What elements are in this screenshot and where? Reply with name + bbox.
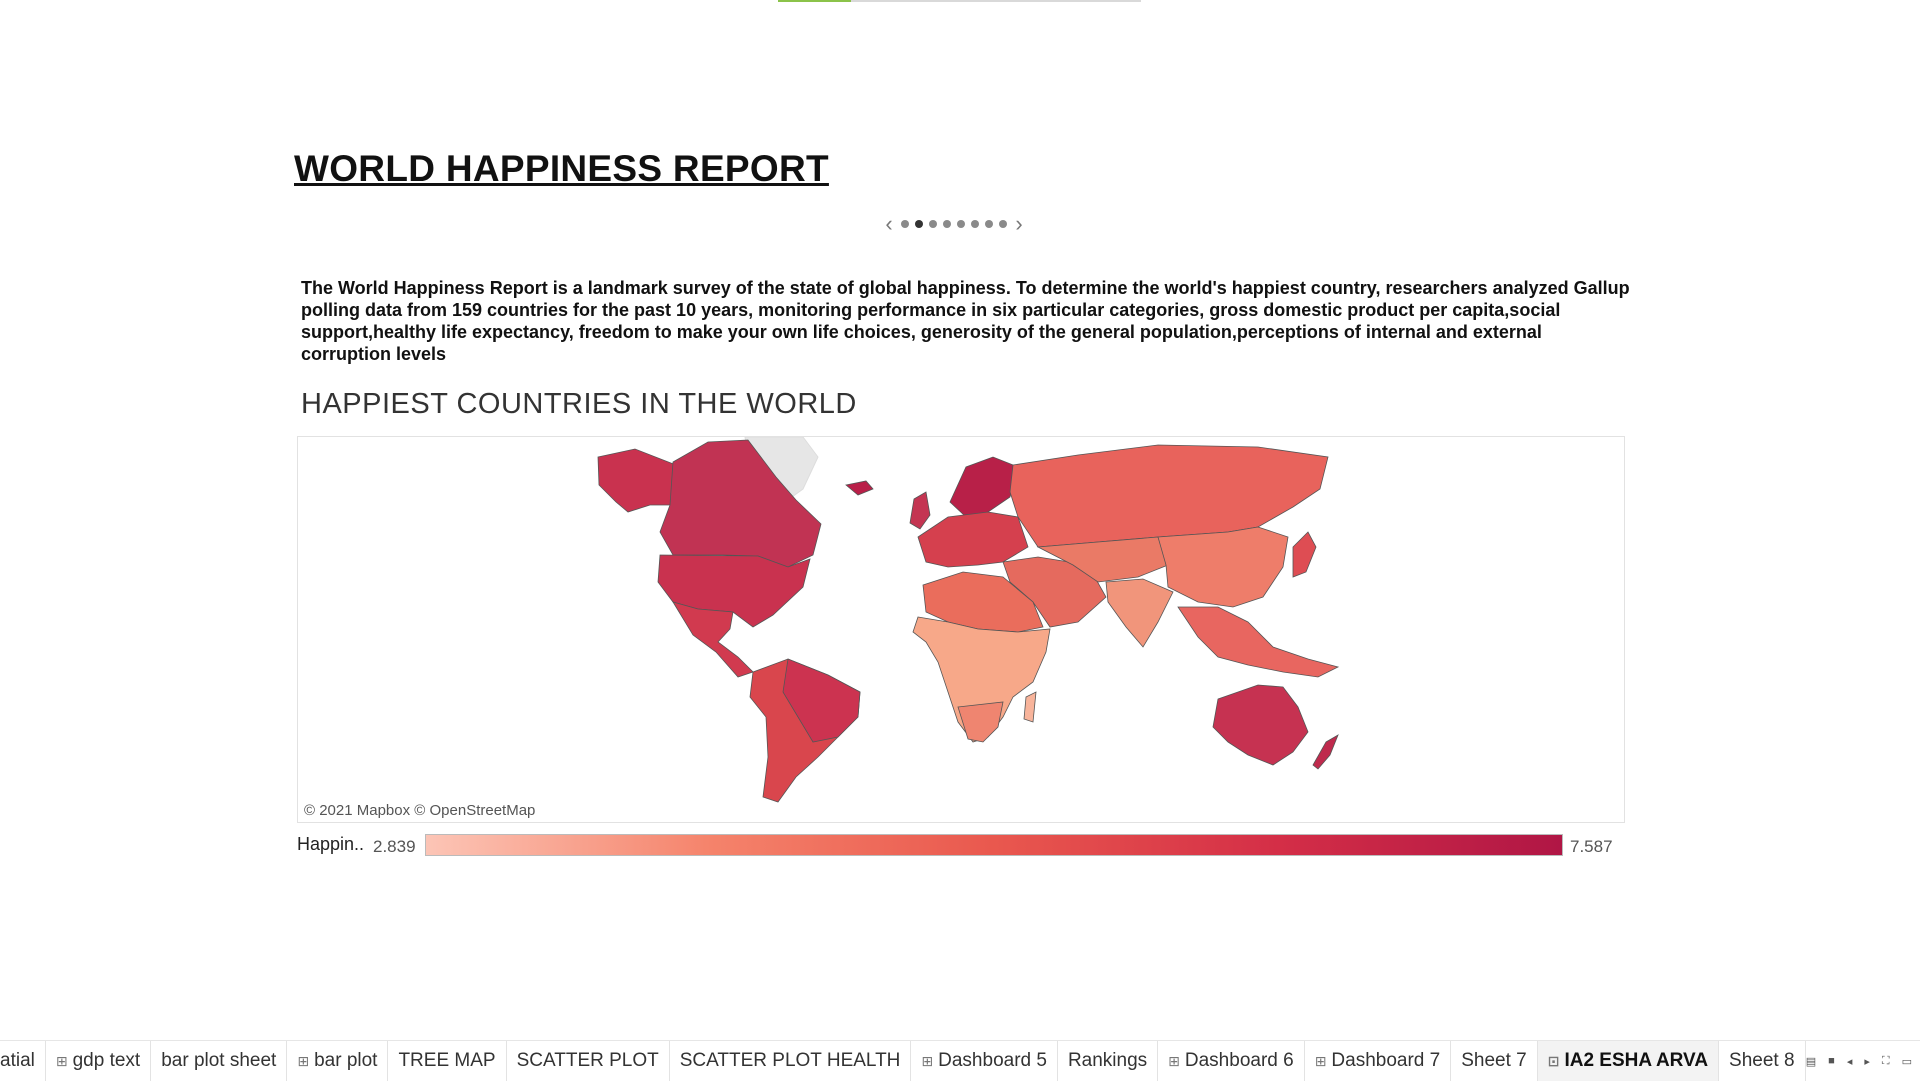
- region-southern-africa[interactable]: [957, 701, 1004, 743]
- color-legend: Happin.. 2.839 7.587: [297, 832, 1627, 858]
- story-point-dot-7[interactable]: [985, 220, 993, 228]
- tab-controls: ▤ ■ ◂ ▸ ⛶ ▭: [1806, 1041, 1920, 1081]
- story-point-dot-8[interactable]: [999, 220, 1007, 228]
- region-europe[interactable]: [917, 511, 1029, 568]
- tab-label: Rankings: [1067, 1050, 1148, 1071]
- tab-label: IA2 ESHA ARVA: [1564, 1050, 1709, 1071]
- tab-label: Dashboard 7: [1331, 1050, 1441, 1071]
- region-russia[interactable]: [1009, 444, 1329, 548]
- region-india[interactable]: [1105, 578, 1174, 648]
- tab-scatter-plot-health[interactable]: SCATTER PLOT HEALTH: [670, 1041, 912, 1081]
- story-point-dots: [901, 220, 1007, 228]
- story-point-dot-5[interactable]: [957, 220, 965, 228]
- tab-label: Sheet 7: [1461, 1050, 1527, 1071]
- tab-bar-plot[interactable]: ⊞ bar plot: [287, 1041, 389, 1081]
- legend-max: 7.587: [1570, 837, 1613, 856]
- region-brazil[interactable]: [782, 658, 861, 743]
- region-mexico[interactable]: [672, 601, 754, 678]
- story-navigator: ‹ ›: [882, 211, 1026, 236]
- region-madagascar[interactable]: [1023, 691, 1037, 723]
- region-iceland[interactable]: [845, 480, 874, 496]
- chevron-left-icon[interactable]: ‹: [885, 211, 893, 236]
- fullscreen-icon[interactable]: ⛶: [1881, 1054, 1890, 1067]
- region-canada[interactable]: [659, 439, 822, 568]
- tab-label: SCATTER PLOT: [516, 1050, 659, 1071]
- present-icon[interactable]: ▭: [1901, 1055, 1912, 1068]
- story-point-dot-6[interactable]: [971, 220, 979, 228]
- grid-icon: ⊞: [1314, 1052, 1327, 1069]
- tab-sheet-8[interactable]: Sheet 8: [1719, 1041, 1806, 1081]
- region-new-zealand[interactable]: [1312, 734, 1339, 770]
- grid-icon: ⊞: [297, 1052, 310, 1069]
- legend-label: Happin..: [297, 834, 365, 854]
- grid-view-icon[interactable]: ■: [1828, 1055, 1835, 1067]
- region-china[interactable]: [1157, 526, 1289, 608]
- tab-dashboard-7[interactable]: ⊞ Dashboard 7: [1305, 1041, 1452, 1081]
- tab-atial[interactable]: atial: [0, 1041, 46, 1081]
- region-north-africa[interactable]: [922, 571, 1044, 633]
- story-point-dot-4[interactable]: [943, 220, 951, 228]
- story-icon: ⊡: [1547, 1052, 1560, 1069]
- world-map-svg[interactable]: [298, 437, 1624, 822]
- region-scandinavia[interactable]: [949, 456, 1019, 518]
- chevron-right-icon[interactable]: ›: [1015, 211, 1023, 236]
- tab-label: SCATTER PLOT HEALTH: [679, 1050, 901, 1071]
- story-progress-bar: [778, 0, 1141, 2]
- tab-sheet-7[interactable]: Sheet 7: [1451, 1041, 1538, 1081]
- legend-gradient-bar: [425, 834, 1563, 856]
- world-map[interactable]: © 2021 Mapbox © OpenStreetMap: [297, 436, 1625, 823]
- region-middle-east[interactable]: [1002, 556, 1107, 628]
- story-point-dot-1[interactable]: [901, 220, 909, 228]
- tab-dashboard-5[interactable]: ⊞ Dashboard 5: [911, 1041, 1058, 1081]
- story-point-dot-2[interactable]: [915, 220, 923, 228]
- sheet-tab-strip: atial ⊞ gdp text bar plot sheet ⊞ bar plot TRE…: [0, 1040, 1920, 1081]
- grid-icon: ⊞: [921, 1052, 934, 1069]
- tab-label: bar plot: [314, 1050, 378, 1071]
- tab-label: Dashboard 5: [938, 1050, 1047, 1071]
- scroll-right-icon[interactable]: ▸: [1864, 1055, 1870, 1068]
- intro-text: The World Happiness Report is a landmark…: [301, 278, 1630, 364]
- tab-tree-map[interactable]: TREE MAP: [388, 1041, 507, 1081]
- region-usa[interactable]: [657, 554, 811, 628]
- tab-gdp-text[interactable]: ⊞ gdp text: [46, 1041, 152, 1081]
- region-australia[interactable]: [1212, 684, 1309, 766]
- region-southeast-asia[interactable]: [1177, 606, 1340, 678]
- tab-label: Sheet 8: [1729, 1050, 1795, 1071]
- legend-min: 2.839: [373, 837, 416, 856]
- region-uk[interactable]: [909, 491, 931, 530]
- story-title: WORLD HAPPINESS REPORT: [294, 148, 829, 189]
- grid-icon: ⊞: [55, 1052, 68, 1069]
- tab-bar-plot-sheet[interactable]: bar plot sheet: [151, 1041, 288, 1081]
- story-point-dot-3[interactable]: [929, 220, 937, 228]
- map-title: HAPPIEST COUNTRIES IN THE WORLD: [301, 388, 857, 420]
- list-view-icon[interactable]: ▤: [1805, 1055, 1817, 1068]
- tab-dashboard-6[interactable]: ⊞ Dashboard 6: [1158, 1041, 1305, 1081]
- tab-rankings[interactable]: Rankings: [1058, 1041, 1159, 1081]
- tab-label: gdp text: [72, 1050, 141, 1071]
- region-sub-saharan-africa[interactable]: [912, 616, 1051, 743]
- tab-scatter-plot[interactable]: SCATTER PLOT: [507, 1041, 670, 1081]
- tab-label: Dashboard 6: [1184, 1050, 1294, 1071]
- region-central-asia[interactable]: [1036, 536, 1169, 583]
- tab-ia2-esha-arva[interactable]: ⊡ IA2 ESHA ARVA: [1537, 1041, 1720, 1081]
- map-attribution: © 2021 Mapbox © OpenStreetMap: [304, 802, 536, 819]
- scroll-left-icon[interactable]: ◂: [1846, 1055, 1853, 1068]
- tab-label: atial: [0, 1050, 35, 1071]
- tab-label: bar plot sheet: [161, 1050, 277, 1071]
- story-progress-fill: [778, 0, 851, 2]
- region-alaska[interactable]: [597, 448, 677, 513]
- grid-icon: ⊞: [1168, 1052, 1180, 1069]
- region-japan[interactable]: [1292, 531, 1317, 578]
- tab-label: TREE MAP: [398, 1050, 496, 1071]
